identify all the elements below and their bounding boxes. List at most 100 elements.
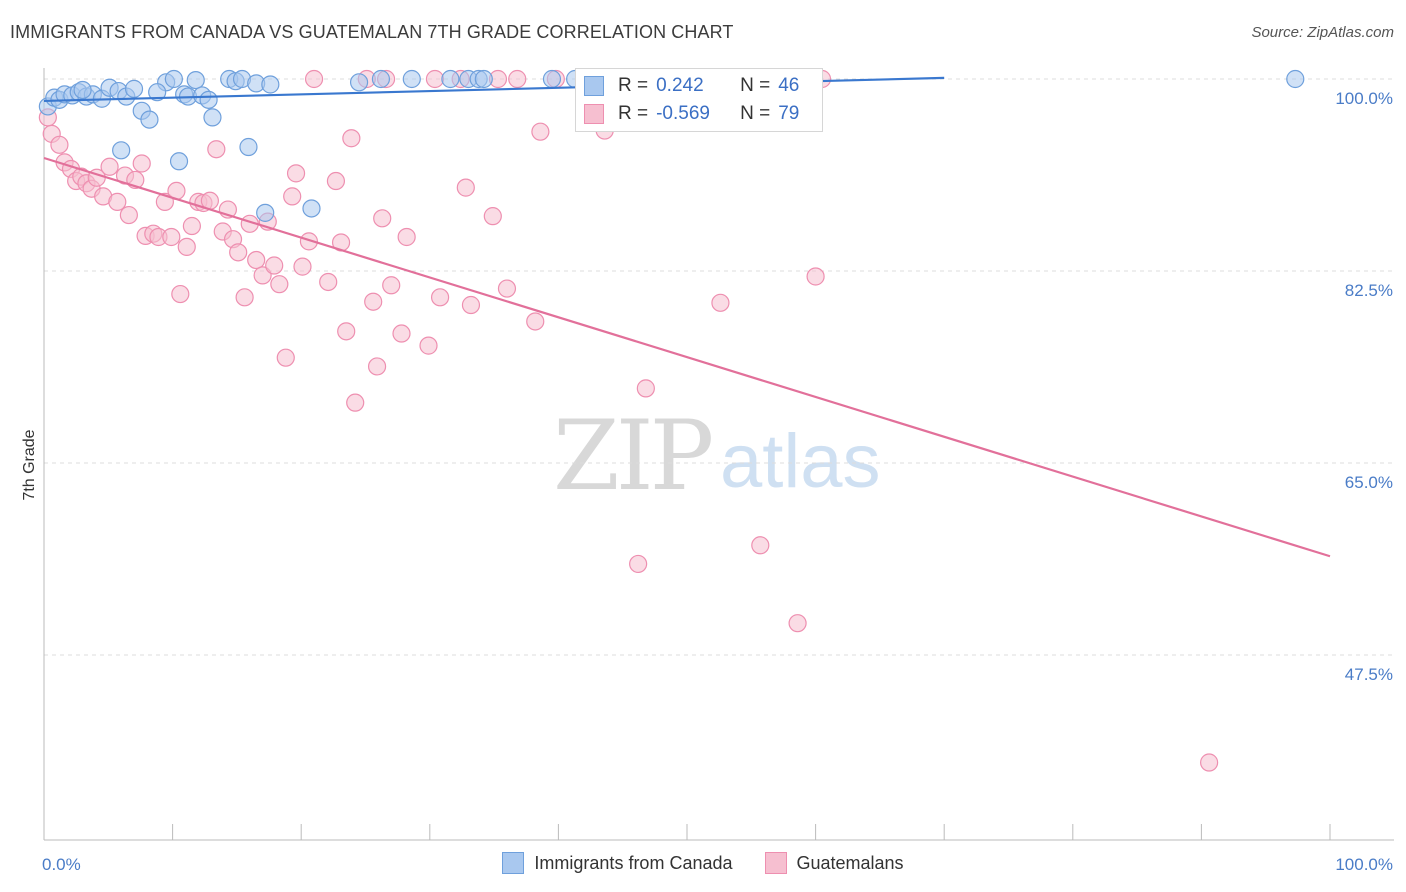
legend-n-label: N = <box>740 103 771 124</box>
data-point-guatemalans <box>229 243 248 262</box>
data-point-guatemalans <box>50 135 69 154</box>
data-point-canada <box>261 75 280 94</box>
data-point-canada <box>112 141 131 160</box>
data-point-canada <box>140 110 159 129</box>
data-point-guatemalans <box>100 157 119 176</box>
data-point-canada <box>203 108 222 127</box>
data-point-canada <box>474 69 493 89</box>
data-point-guatemalans <box>456 178 475 197</box>
data-point-guatemalans <box>526 312 545 331</box>
data-point-canada <box>239 137 258 157</box>
data-point-guatemalans <box>751 536 770 555</box>
chart-title: IMMIGRANTS FROM CANADA VS GUATEMALAN 7TH… <box>10 22 734 42</box>
data-point-guatemalans <box>397 227 416 247</box>
legend-swatch-blue <box>584 76 604 96</box>
data-point-guatemalans <box>461 295 481 315</box>
y-axis-label: 7th Grade <box>21 429 38 500</box>
data-point-guatemalans <box>337 322 356 341</box>
data-point-guatemalans <box>483 207 502 226</box>
data-point-guatemalans <box>304 69 324 89</box>
bottom-legend-canada[interactable]: Immigrants from Canada <box>502 852 733 874</box>
data-point-guatemalans <box>299 232 319 251</box>
data-point-guatemalans <box>430 288 450 307</box>
data-point-guatemalans <box>806 267 825 286</box>
legend-r-value: 0.242 <box>656 75 704 96</box>
data-point-canada <box>199 90 218 109</box>
data-point-canada <box>169 152 189 171</box>
data-point-guatemalans <box>1200 753 1219 772</box>
trend-line-guatemalans <box>43 156 1331 558</box>
data-point-guatemalans <box>265 256 284 275</box>
legend-n-value: 46 <box>778 75 800 96</box>
data-point-canada <box>441 69 460 89</box>
data-point-guatemalans <box>177 237 196 256</box>
data-point-guatemalans <box>108 192 127 211</box>
series-guatemalans <box>38 69 1219 772</box>
data-point-canada <box>256 203 275 222</box>
bottom-legend-label: Immigrants from Canada <box>534 852 733 873</box>
data-point-guatemalans <box>276 348 295 367</box>
axes <box>43 68 1394 841</box>
data-point-canada <box>1286 69 1305 89</box>
data-point-guatemalans <box>382 276 401 295</box>
y-tick-label: 82.5% <box>1345 281 1393 300</box>
data-point-guatemalans <box>373 209 392 228</box>
data-point-canada <box>371 69 391 89</box>
data-point-guatemalans <box>207 140 226 159</box>
data-point-guatemalans <box>286 164 306 183</box>
data-point-canada <box>124 79 144 98</box>
data-point-guatemalans <box>788 614 807 633</box>
data-point-guatemalans <box>247 250 266 270</box>
data-point-guatemalans <box>342 129 361 148</box>
data-point-guatemalans <box>497 279 517 298</box>
legend-swatch-pink <box>584 104 604 124</box>
watermark-zip: ZIP <box>553 400 714 512</box>
data-point-guatemalans <box>283 187 302 206</box>
x-tick-label: 100.0% <box>1335 855 1393 874</box>
data-point-guatemalans <box>392 324 411 343</box>
y-tick-label: 65.0% <box>1345 473 1393 492</box>
data-point-guatemalans <box>364 292 383 311</box>
legend-row-canada: R = 0.242 N = 46 <box>584 73 799 99</box>
data-point-guatemalans <box>419 336 438 355</box>
watermark-atlas: atlas <box>720 419 881 504</box>
data-point-guatemalans <box>711 293 730 312</box>
data-point-canada <box>402 69 421 89</box>
legend-r-label: R = <box>618 75 649 96</box>
data-point-canada <box>186 70 205 90</box>
data-point-guatemalans <box>162 227 181 247</box>
series-immigrants-from-canada <box>38 69 1305 222</box>
data-point-guatemalans <box>508 69 527 89</box>
data-point-guatemalans <box>270 275 289 294</box>
data-point-guatemalans <box>182 216 201 236</box>
bottom-legend-swatch-pink <box>764 852 787 874</box>
data-point-canada <box>542 69 562 89</box>
x-tick-label: 0.0% <box>42 855 81 874</box>
data-point-guatemalans <box>132 154 151 173</box>
data-point-canada <box>302 199 321 218</box>
y-tick-label: 47.5% <box>1345 665 1393 684</box>
data-point-guatemalans <box>171 284 190 304</box>
data-point-guatemalans <box>346 393 365 412</box>
data-point-canada <box>164 69 183 89</box>
bottom-legend-swatch-blue <box>502 852 525 874</box>
data-point-canada <box>349 73 369 92</box>
tick-labels: 100.0% 82.5% 65.0% 47.5% 0.0% 100.0% <box>42 89 1393 874</box>
data-point-guatemalans <box>531 122 550 141</box>
legend-row-guatemalans: R = -0.569 N = 79 <box>584 101 799 127</box>
legend-r-value: -0.569 <box>656 103 710 124</box>
data-point-guatemalans <box>293 257 312 276</box>
data-point-guatemalans <box>367 357 387 376</box>
data-point-canada <box>73 80 92 100</box>
bottom-legend-guatemalans[interactable]: Guatemalans <box>764 852 904 874</box>
legend-r-label: R = <box>618 103 649 124</box>
data-point-guatemalans <box>319 272 338 292</box>
trend-lines <box>43 76 1331 558</box>
data-point-guatemalans <box>119 205 138 225</box>
stats-legend: R = 0.242 N = 46 R = -0.569 N = 79 <box>575 68 823 132</box>
data-point-guatemalans <box>636 379 655 398</box>
data-point-guatemalans <box>629 554 648 574</box>
bottom-legend-label: Guatemalans <box>796 852 904 873</box>
bottom-legend: Immigrants from Canada Guatemalans <box>0 852 1406 874</box>
